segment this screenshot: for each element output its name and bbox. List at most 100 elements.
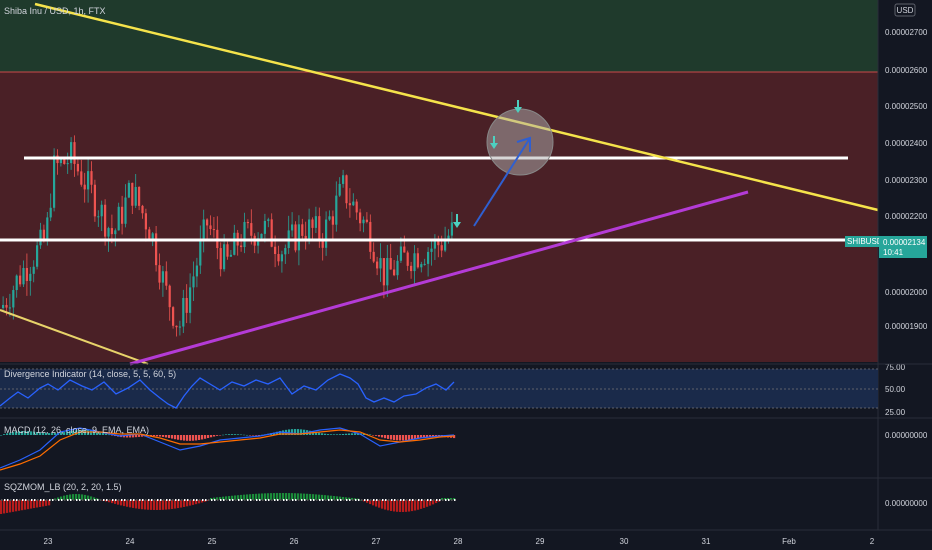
divergence-tick: 50.00 [885,385,906,394]
candle-body [447,235,450,241]
macd-histogram-bar [240,434,243,436]
sqzmom-dot [226,499,228,501]
x-tick-label: Feb [782,537,796,546]
sqzmom-dot [136,499,138,501]
sqzmom-dot [262,499,264,501]
yellow-descending-trendline [34,2,879,212]
sqzmom-histogram-bar [168,500,171,510]
macd-pane[interactable]: MACD (12, 26, close, 9, EMA, EMA) [0,417,932,471]
y-tick-label: 0.00002600 [885,66,928,75]
sqzmom-histogram-bar [288,493,291,500]
sqzmom-histogram-bar [333,496,336,500]
macd-histogram-bar [162,435,165,437]
y-tick-label: 0.00002200 [885,212,928,221]
macd-histogram-bar [21,431,24,435]
macd-signal-line [0,429,455,471]
candle-body [233,232,236,255]
divergence-tick: 25.00 [885,408,906,417]
sqzmom-histogram-bar [279,493,282,500]
macd-histogram-bar [48,433,51,435]
sqzmom-dot [118,499,120,501]
sqzmom-histogram-bar [141,500,144,510]
sqzmom-dot [214,499,216,501]
candle-body [151,233,154,240]
sqzmom-dot [373,499,375,501]
macd-histogram-bar [318,432,321,435]
time-axis[interactable]: 23 24 25 26 27 28 29 30 31 Feb 2 [0,529,932,550]
sqzmom-histogram-bar [153,500,156,510]
sqzmom-dot [292,499,294,501]
candle-body [70,142,73,164]
macd-histogram-bar [156,435,159,437]
sqzmom-histogram-bar [30,500,33,509]
candle-body [291,224,294,231]
y-tick-label: 0.00002700 [885,28,928,37]
candle-body [148,229,151,240]
candle-body [284,248,287,255]
sqzmom-dot [268,499,270,501]
currency-button[interactable]: USD [894,3,916,17]
sqzmom-histogram-bar [324,495,327,500]
sqzmom-histogram-bar [87,495,90,500]
macd-histogram-bar [378,435,381,437]
sqzmom-dot [370,499,372,501]
price-tag-countdown: 10:41 [883,248,904,257]
candle-body [76,163,79,172]
sqzmom-dot [343,499,345,501]
y-tick-label: 0.00002300 [885,176,928,185]
sqzmom-histogram-bar [165,500,168,510]
candle-body [355,201,358,213]
divergence-pane[interactable]: Divergence Indicator (14, close, 5, 5, 6… [0,363,932,409]
sqzmom-histogram-bar [339,496,342,500]
sqzmom-dot [295,499,297,501]
resistance-zone [0,72,878,362]
divergence-line [0,373,455,409]
sqzmom-histogram-bar [117,500,120,505]
x-tick-label: 29 [536,537,545,546]
sqzmom-dot [139,499,141,501]
candle-body [362,219,365,224]
main-pane[interactable]: Shiba Inu / USD, 1h, FTX [0,0,879,366]
macd-histogram-bar [249,435,252,436]
sqzmom-histogram-bar [372,500,375,506]
upper-zone [0,0,878,72]
sqzmom-dot [241,499,243,501]
candle-body [260,233,263,239]
sqzmom-dot [109,499,111,501]
sqzmom-dot [163,499,165,501]
sqzmom-histogram-bar [75,494,78,500]
sqzmom-dot [271,499,273,501]
sqzmom-dot [97,499,99,501]
macd-histogram-bar [411,435,414,440]
sqzmom-histogram-bar [396,500,399,512]
sqzmom-histogram-bar [180,500,183,508]
signal-arrow-down-icon [514,100,522,113]
macd-histogram-bar [258,435,261,436]
candle-body [372,251,375,262]
sqzmom-dot [331,499,333,501]
sqzmom-histogram-bar [267,493,270,500]
sqzmom-dot [130,499,132,501]
sqzmom-histogram-bar [144,500,147,510]
sqzmom-dot [1,499,3,501]
sqzmom-histogram-bar [273,493,276,500]
sqzmom-pane[interactable]: SQZMOM_LB (20, 2, 20, 1.5) [0,477,932,514]
macd-histogram-bar [105,433,108,435]
sqzmom-dot [82,499,84,501]
price-axis[interactable]: USD 0.00002700 0.00002600 0.00002500 0.0… [845,0,932,530]
candle-body [32,266,35,274]
macd-histogram-bar [90,430,93,435]
sqzmom-dot [34,499,36,501]
sqzmom-dot [286,499,288,501]
sqzmom-dot [172,499,174,501]
macd-histogram-bar [207,435,210,439]
sqzmom-dot [394,499,396,501]
chart-title: Shiba Inu / USD, 1h, FTX [4,6,106,16]
signal-arrow-down-icon [490,136,498,149]
macd-histogram-bar [183,435,186,441]
macd-histogram-bar [255,435,258,436]
candle-body [297,224,300,251]
sqzmom-dot [385,499,387,501]
sqzmom-dot [229,499,231,501]
